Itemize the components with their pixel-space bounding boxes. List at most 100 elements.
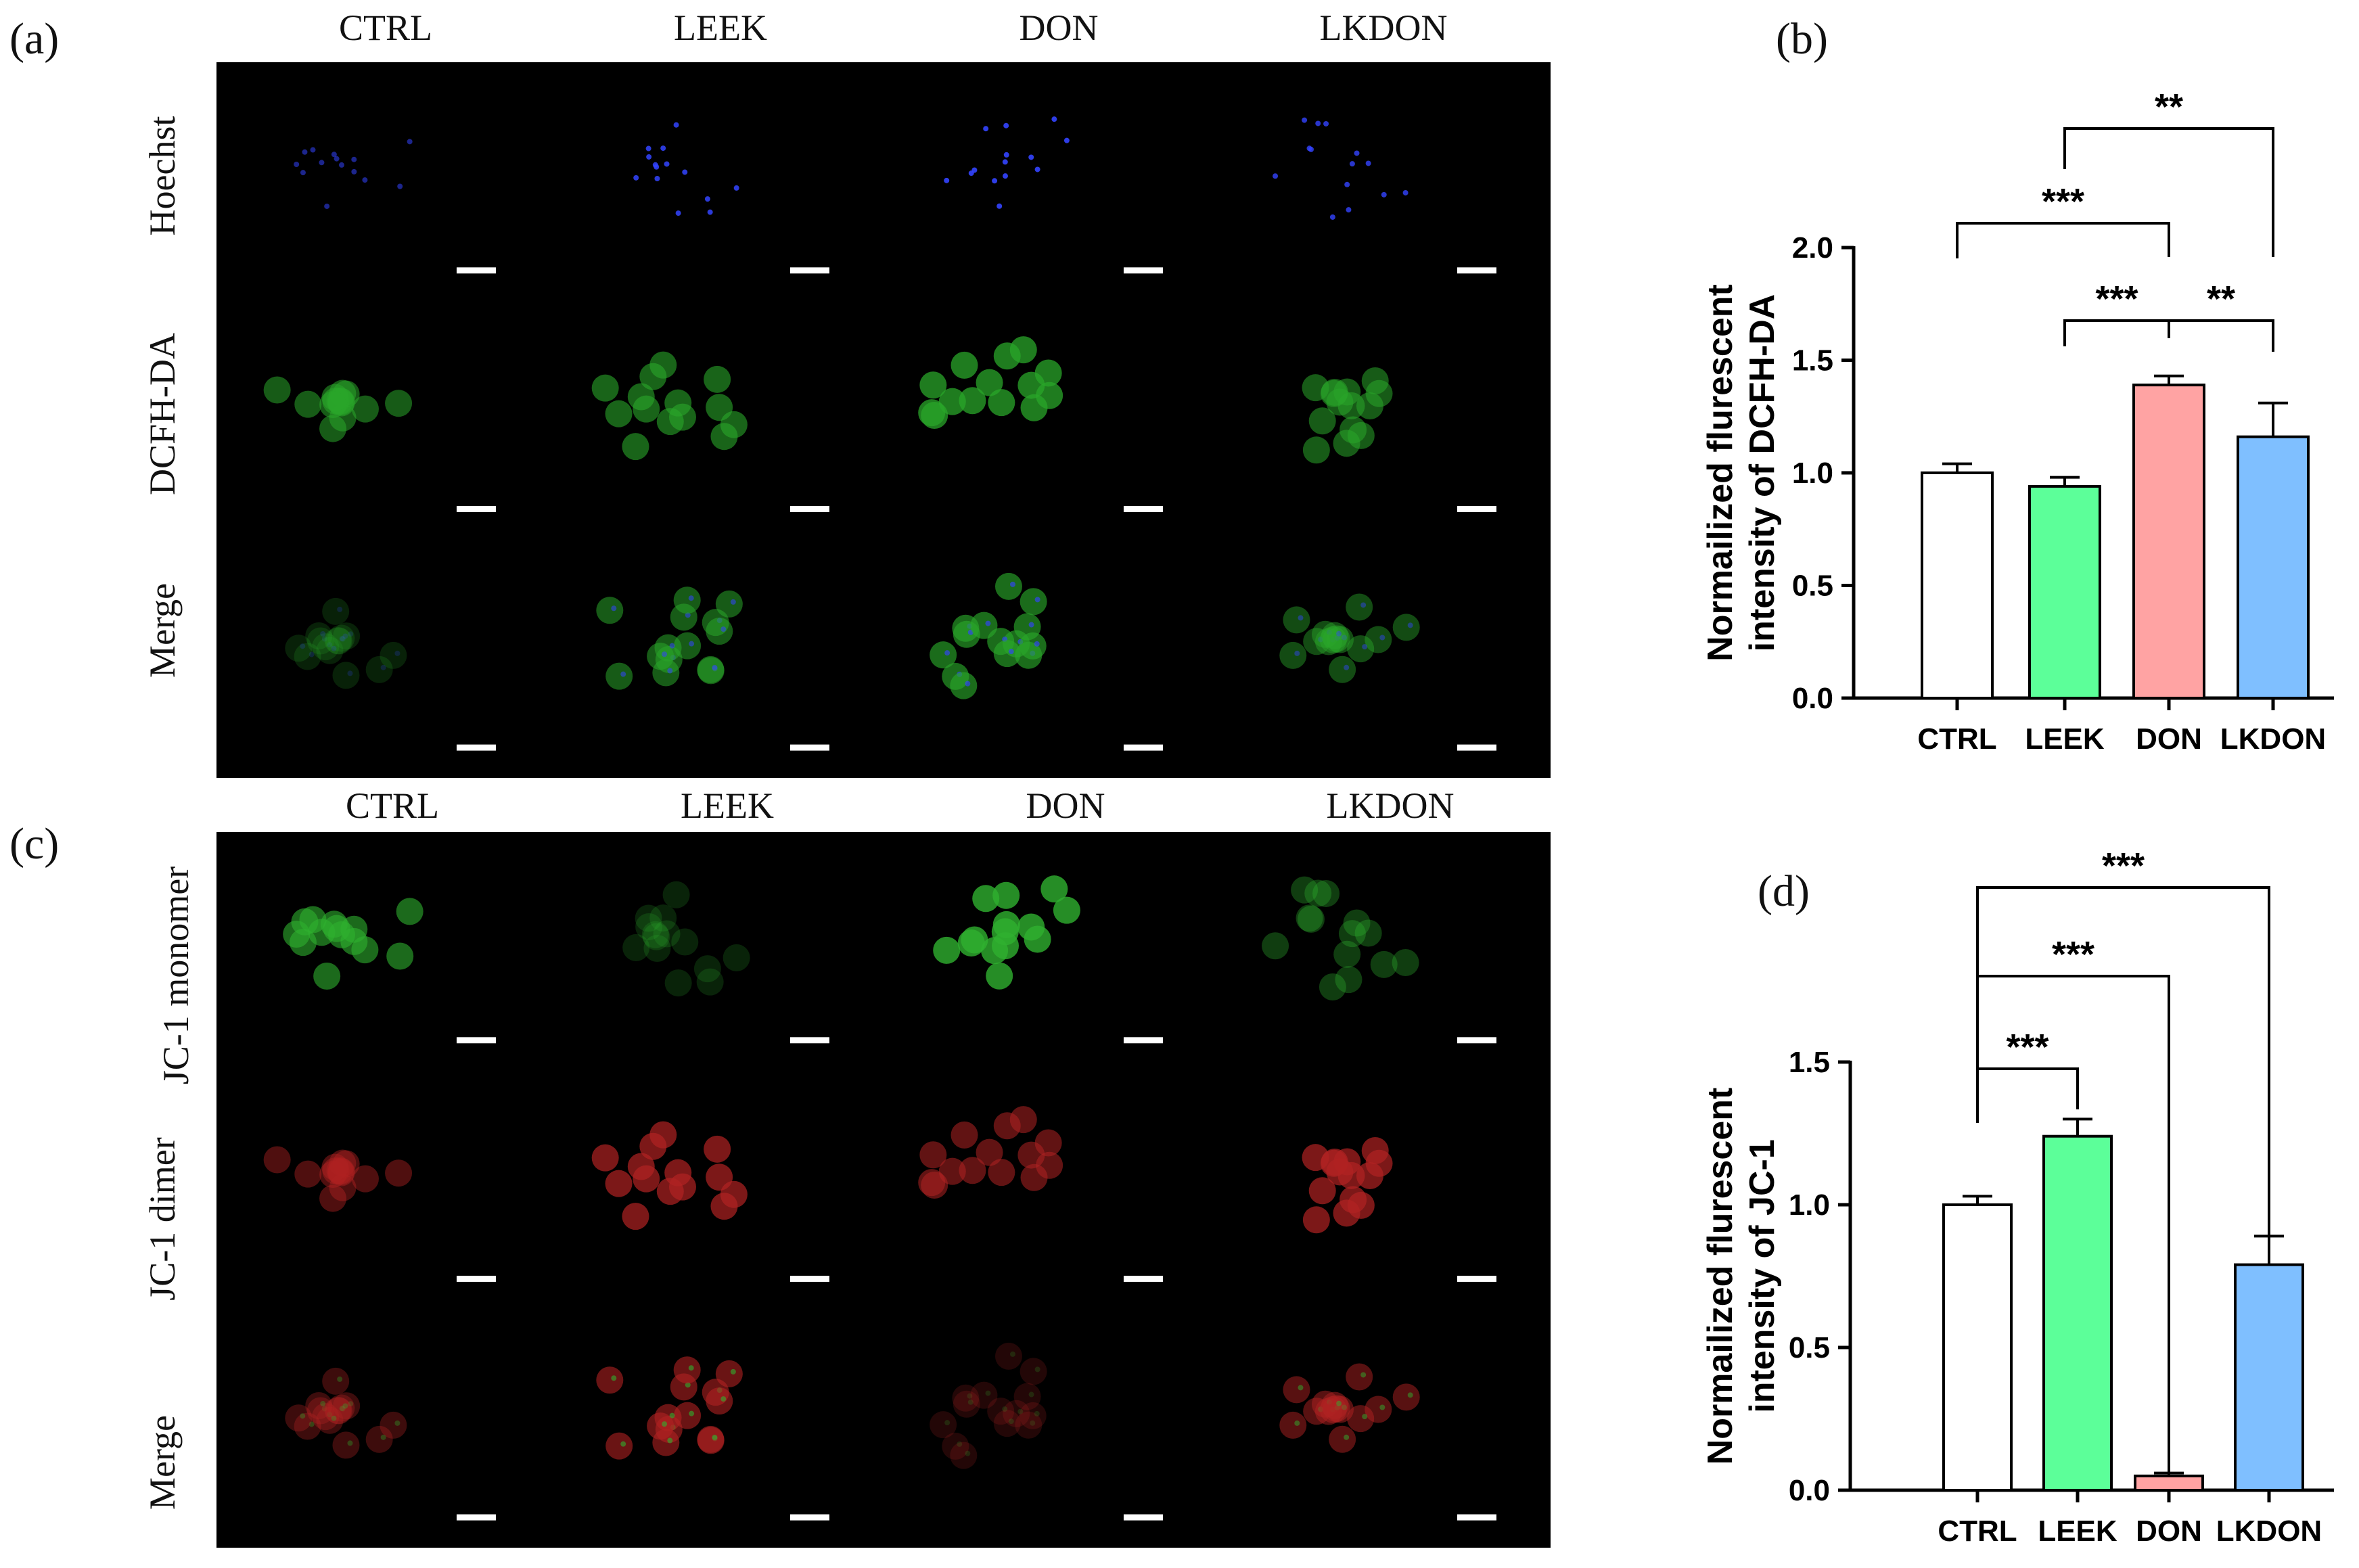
panel-a-col-don: DON: [1019, 7, 1099, 48]
panel-b-bar-don: [2132, 384, 2205, 699]
panel-a-cell-r2-c1: [596, 586, 829, 751]
panel-b-sig-bracket-0: [1956, 222, 2170, 258]
panel-a-micrograph-grid: [216, 62, 1551, 778]
panel-d-bar-leek: [2042, 1134, 2113, 1492]
panel-a-scale-bar-r2-c2: [1123, 744, 1163, 751]
panel-a-cell-r2-c2: [930, 572, 1163, 751]
panel-a-cell-r2-c0: [285, 597, 496, 751]
panel-c-col-lkdon: LKDON: [1326, 785, 1455, 826]
panel-a-micrograph-canvas: [263, 116, 1496, 751]
panel-a-scale-bar-r0-c0: [456, 267, 496, 274]
panel-b-sig-label-3: **: [2207, 279, 2235, 319]
panel-c-scale-bar-r2-c2: [1123, 1514, 1163, 1521]
panel-a-cell-r1-c0: [263, 376, 496, 512]
panel-b-xtick-label-leek: LEEK: [2025, 722, 2105, 756]
panel-c-scale-bar-r0-c0: [456, 1037, 496, 1044]
panel-d-sig-bracket-0: [1976, 1067, 2079, 1116]
panel-a-col-leek: LEEK: [674, 7, 767, 48]
panel-a-cell-r2-c3: [1279, 593, 1496, 751]
panel-d-xtick-label-don: DON: [2136, 1515, 2202, 1548]
panel-c-cell-r0-c0: [283, 898, 496, 1044]
panel-c-cell-r1-c2: [918, 1106, 1163, 1282]
panel-a-cell-r0-c2: [944, 116, 1163, 274]
panel-a-cell-r0-c1: [633, 122, 829, 274]
panel-c-cell-r1-c3: [1302, 1136, 1496, 1282]
panel-c-scale-bar-r0-c1: [789, 1037, 829, 1044]
panel-d-sig-bracket-2: [1976, 886, 2270, 1251]
panel-b-ytick-label-4: 2.0: [1792, 231, 1833, 264]
panel-b-ytick-label-3: 1.5: [1792, 344, 1833, 377]
panel-b-chart: 0.0 0.5 1.0 1.5 2.0 Normailized flurescentint…: [1701, 87, 2334, 756]
panel-c-cell-r0-c3: [1262, 876, 1496, 1044]
panel-d-sig-bracket-1: [1976, 975, 2170, 1475]
panel-b-ytick-label-1: 0.5: [1792, 570, 1833, 603]
panel-b-sig-bracket-3: [2168, 319, 2274, 352]
panel-b-bar-leek: [2028, 484, 2101, 699]
panel-b-ylabel: Normailized flurescentintensity of DCFH-…: [1701, 284, 1782, 662]
panel-c-micrograph-grid: [216, 832, 1551, 1548]
panel-c-scale-bar-r0-c2: [1123, 1037, 1163, 1044]
panel-c-col-don: DON: [1026, 785, 1105, 826]
panel-c-scale-bar-r2-c0: [456, 1514, 496, 1521]
panel-a-cell-r0-c3: [1273, 117, 1496, 274]
panel-c-cell-r0-c1: [622, 881, 829, 1044]
panel-c-scale-bar-r1-c3: [1457, 1275, 1496, 1282]
panel-c-cell-r1-c0: [263, 1146, 496, 1282]
panel-b-bar-ctrl: [1921, 471, 1994, 699]
panel-c-cell-r2-c3: [1279, 1363, 1496, 1521]
panel-d-ytick-label-0: 0.0: [1789, 1474, 1830, 1507]
panel-c-micrograph-canvas: [263, 875, 1496, 1521]
panel-c-scale-bar-r1-c2: [1123, 1275, 1163, 1282]
panel-c-scale-bar-r1-c0: [456, 1275, 496, 1282]
panel-d-bar-ctrl: [1942, 1203, 2013, 1492]
panel-b-ytick-label-2: 1.0: [1792, 457, 1833, 490]
panel-c-row-merge: Merge: [142, 1415, 183, 1510]
panel-d-xtick-label-leek: LEEK: [2038, 1515, 2117, 1548]
panel-a-col-lkdon: LKDON: [1319, 7, 1448, 48]
panel-c-cell-r2-c2: [930, 1342, 1163, 1521]
panel-a-scale-bar-r2-c1: [789, 744, 829, 751]
panel-b-sig-bracket-2: [2063, 319, 2170, 346]
panel-c-cell-r2-c0: [285, 1367, 496, 1521]
panel-c-scale-bar-r2-c3: [1457, 1514, 1496, 1521]
panel-b-sig-label-1: **: [2155, 87, 2183, 127]
panel-c-cell-r1-c1: [591, 1121, 829, 1282]
panel-d-xtick-label-ctrl: CTRL: [1938, 1515, 2017, 1548]
panel-b-ytick-label-0: 0.0: [1792, 682, 1833, 715]
panel-a-scale-bar-r0-c1: [789, 267, 829, 274]
panel-d-bar-don: [2134, 1474, 2204, 1492]
panel-b-xtick-label-ctrl: CTRL: [1917, 722, 1996, 756]
panel-c-cell-r2-c1: [596, 1356, 829, 1521]
panel-d-sig-label-2: ***: [2102, 846, 2145, 886]
panel-d-xtick-label-lkdon: LKDON: [2216, 1515, 2322, 1548]
panel-b-sig-label-2: ***: [2095, 279, 2138, 319]
panel-c-col-leek: LEEK: [681, 785, 774, 826]
panel-d-label: (d): [1758, 867, 1810, 916]
panel-b-sig-label-0: ***: [2042, 181, 2084, 222]
panel-a-scale-bar-r1-c0: [456, 505, 496, 512]
panel-a-label: (a): [9, 14, 60, 64]
panel-b-xtick-label-don: DON: [2136, 722, 2202, 756]
panel-b-bar-lkdon: [2237, 435, 2310, 699]
panel-a-scale-bar-r1-c1: [789, 505, 829, 512]
panel-c-scale-bar-r1-c1: [789, 1275, 829, 1282]
panel-a-scale-bar-r1-c3: [1457, 505, 1496, 512]
panel-b-label: (b): [1776, 14, 1828, 64]
panel-c-scale-bar-r2-c1: [789, 1514, 829, 1521]
panel-d-ytick-label-3: 1.5: [1789, 1046, 1830, 1079]
panel-a-cell-r1-c3: [1302, 367, 1496, 512]
panel-a-scale-bar-r0-c3: [1457, 267, 1496, 274]
panel-d-sig-label-1: ***: [2052, 934, 2094, 975]
panel-b-sig-bracket-1: [2063, 127, 2274, 257]
panel-b-xtick-label-lkdon: LKDON: [2220, 722, 2326, 756]
panel-c-cell-r0-c2: [933, 875, 1163, 1044]
panel-c-scale-bar-r0-c3: [1457, 1037, 1496, 1044]
panel-a-scale-bar-r0-c2: [1123, 267, 1163, 274]
panel-a-cell-r1-c2: [918, 336, 1163, 512]
panel-c-col-ctrl: CTRL: [345, 785, 439, 826]
panel-a-scale-bar-r2-c3: [1457, 744, 1496, 751]
panel-d-ylabel: Normailized flurescentintensity of JC-1: [1701, 1088, 1782, 1465]
panel-a-col-ctrl: CTRL: [338, 7, 432, 48]
